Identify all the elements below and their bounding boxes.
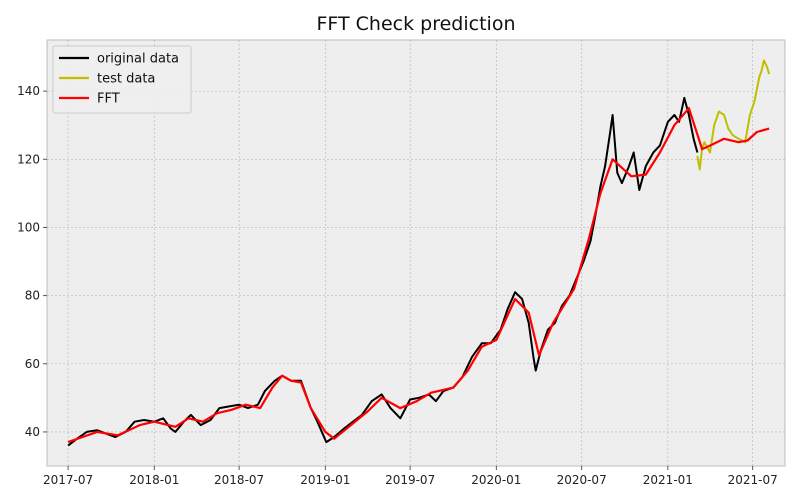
series-line-original-data: [67, 96, 699, 447]
legend-label: test data: [97, 72, 155, 87]
series-line-fft: [67, 107, 770, 444]
y-tick-label: 120: [17, 152, 40, 166]
x-tick-label: 2020-01: [471, 473, 521, 487]
axes: 2017-07 2018-01 2018-07 2019-01 2019-07 2020-…: [17, 84, 778, 487]
y-tick-label: 80: [25, 289, 40, 303]
chart-title: FFT Check prediction: [317, 13, 516, 35]
x-tick-label: 2020-07: [557, 473, 607, 487]
x-tick-label: 2019-01: [300, 473, 350, 487]
series-line-test-data: [696, 59, 771, 171]
x-tick-label: 2021-01: [643, 473, 693, 487]
y-tick-label: 140: [17, 84, 40, 98]
x-tick-label: 2018-07: [214, 473, 264, 487]
legend: original data test data FFT: [52, 45, 192, 114]
legend-box: [52, 45, 192, 114]
x-tick-label: 2021-07: [728, 473, 778, 487]
legend-label: FFT: [97, 92, 120, 107]
grid: [47, 40, 785, 466]
legend-label: original data: [97, 52, 179, 67]
y-tick-label: 40: [25, 425, 40, 439]
series-lines: [67, 59, 771, 447]
x-tick-label: 2018-01: [129, 473, 179, 487]
y-tick-label: 100: [17, 220, 40, 234]
y-tick-label: 60: [25, 357, 40, 371]
x-tick-label: 2017-07: [43, 473, 93, 487]
x-tick-label: 2019-07: [385, 473, 435, 487]
